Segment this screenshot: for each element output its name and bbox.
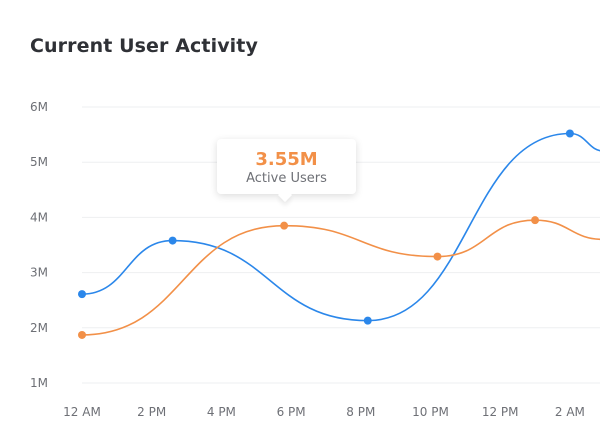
y-tick-label: 2M <box>30 321 48 335</box>
data-point[interactable] <box>565 129 574 138</box>
data-point[interactable] <box>78 330 86 339</box>
chart-title: Current User Activity <box>30 35 258 57</box>
x-axis-ticks: 12 AM 2 PM 4 PM 6 PM 8 PM 10 PM 12 PM 2 AM <box>63 405 585 419</box>
tooltip-value: 3.55M <box>255 149 318 170</box>
x-tick-label: 6 PM <box>277 405 306 419</box>
y-tick-label: 3M <box>30 266 48 280</box>
y-tick-label: 6M <box>30 100 48 114</box>
y-tick-label: 1M <box>30 376 48 390</box>
tooltip-label: Active Users <box>246 171 327 186</box>
x-tick-label: 2 AM <box>555 405 585 419</box>
x-tick-label: 4 PM <box>207 405 236 419</box>
data-point[interactable] <box>363 316 372 325</box>
data-point[interactable] <box>168 236 177 245</box>
x-tick-label: 2 PM <box>137 405 166 419</box>
data-point[interactable] <box>531 216 540 225</box>
active-users-tooltip: 3.55M Active Users <box>217 139 356 194</box>
y-axis-ticks: 6M 5M 4M 3M 2M 1M <box>30 100 48 390</box>
x-tick-label: 8 PM <box>346 405 375 419</box>
data-point[interactable] <box>433 252 442 261</box>
y-tick-label: 4M <box>30 210 48 224</box>
data-point[interactable] <box>78 290 86 299</box>
x-tick-label: 12 AM <box>63 405 101 419</box>
y-tick-label: 5M <box>30 155 48 169</box>
x-tick-label: 10 PM <box>412 405 449 419</box>
series-points <box>78 129 574 339</box>
data-point[interactable] <box>280 221 289 230</box>
x-tick-label: 12 PM <box>482 405 519 419</box>
series-line-2 <box>81 219 600 336</box>
